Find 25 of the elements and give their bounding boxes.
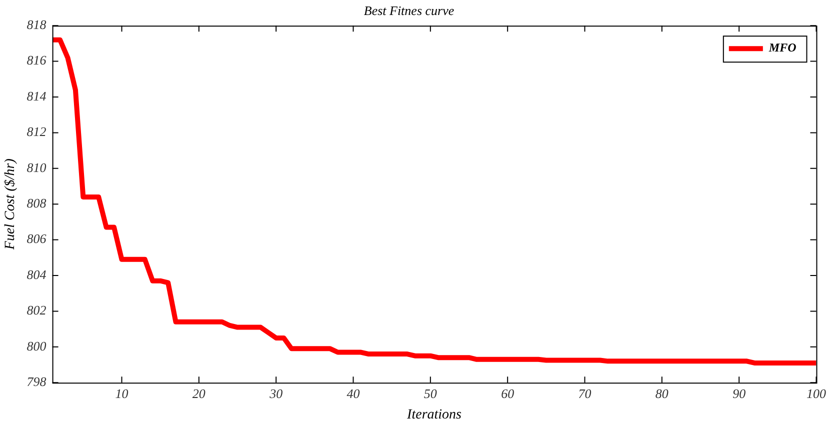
y-tick-label: 800 (26, 338, 47, 354)
y-tick-label: 802 (26, 302, 47, 318)
legend-label: MFO (768, 40, 797, 55)
x-tick-label: 60 (501, 386, 515, 401)
x-tick-label: 30 (268, 386, 284, 401)
y-tick-label: 816 (26, 52, 47, 68)
y-tick-label: 806 (26, 231, 47, 246)
x-tick-label: 100 (806, 386, 826, 401)
y-tick-label: 810 (26, 160, 47, 175)
y-tick-label: 814 (26, 88, 47, 104)
y-tick-label: 808 (26, 196, 47, 211)
x-tick-label: 20 (192, 386, 206, 401)
y-axis-title: Fuel Cost ($/hr) (3, 158, 18, 251)
x-tick-label: 40 (346, 386, 360, 401)
x-tick-label: 10 (115, 386, 129, 401)
x-tick-label: 50 (424, 386, 438, 401)
x-axis-title: Iterations (406, 407, 462, 422)
y-tick-label: 818 (26, 17, 47, 32)
x-tick-label: 70 (578, 386, 592, 401)
chart-title: Best Fitnes curve (364, 3, 454, 18)
x-tick-label: 90 (732, 386, 746, 401)
y-tick-label: 812 (26, 124, 47, 140)
y-tick-label: 804 (26, 266, 47, 282)
x-tick-label: 80 (655, 386, 669, 401)
y-tick-label: 798 (26, 374, 47, 390)
